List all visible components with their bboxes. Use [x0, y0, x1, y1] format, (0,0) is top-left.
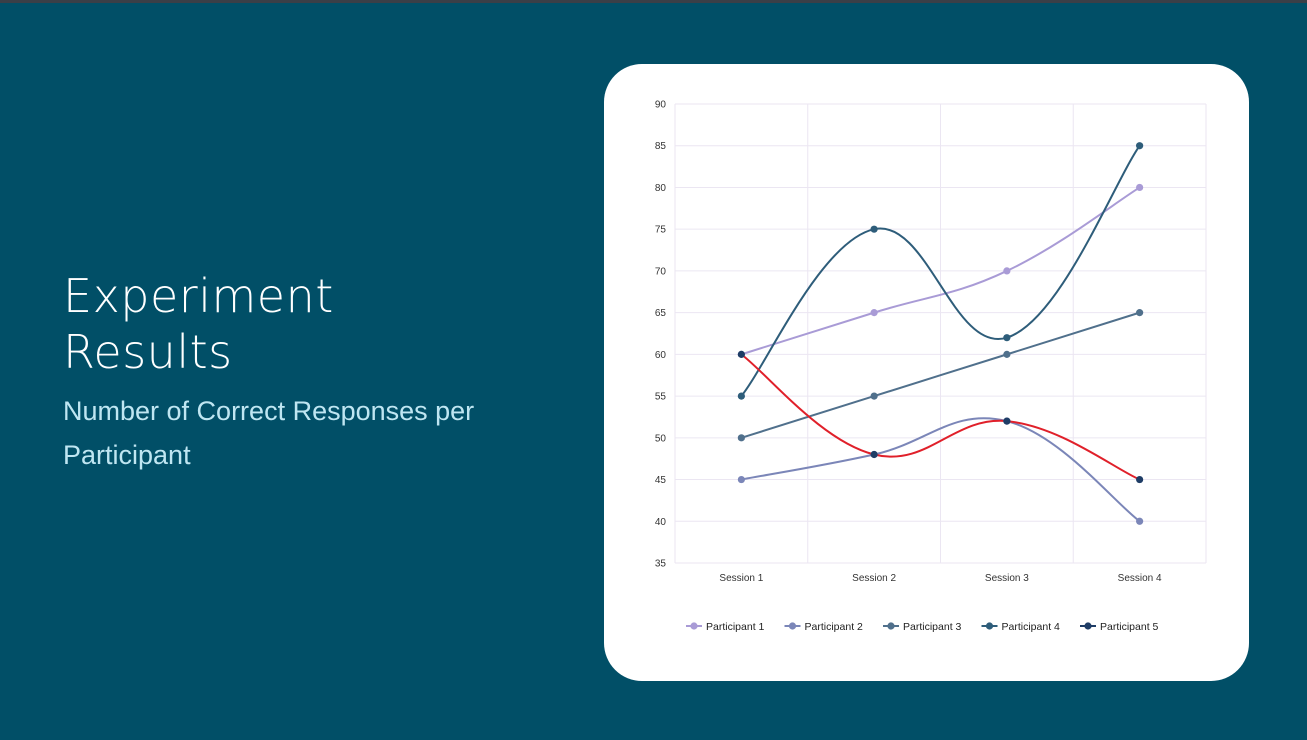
- data-point: [1003, 417, 1011, 425]
- data-point: [737, 392, 745, 400]
- data-point: [1003, 334, 1011, 342]
- series-2: [741, 417, 1141, 523]
- series-3: [741, 311, 1140, 439]
- legend-label: Participant 2: [805, 621, 864, 633]
- y-tick-label: 45: [655, 475, 667, 486]
- y-tick-label: 75: [655, 225, 667, 236]
- data-point: [1136, 183, 1144, 192]
- x-tick-label: Session 4: [1118, 573, 1162, 584]
- series-5: [740, 353, 1141, 481]
- data-point: [870, 450, 878, 459]
- legend-label: Participant 5: [1100, 621, 1159, 633]
- x-tick-label: Session 1: [719, 573, 763, 584]
- chart-card: 35 40 45 50 55 60 65 70 75 80 85 90 Session 1 Session…: [604, 64, 1249, 681]
- y-tick-label: 90: [655, 100, 667, 111]
- y-tick-label: 35: [655, 559, 667, 570]
- series-line: [741, 311, 1140, 439]
- data-point: [1003, 267, 1011, 275]
- y-tick-label: 65: [655, 308, 667, 319]
- y-tick-label: 55: [655, 392, 667, 403]
- legend-swatch-dot: [690, 622, 698, 630]
- line-chart: 35 40 45 50 55 60 65 70 75 80 85 90 Session 1 Session…: [655, 100, 1207, 633]
- legend-label: Participant 3: [903, 621, 962, 633]
- y-tick-label: 40: [655, 517, 667, 528]
- data-point: [1136, 475, 1144, 484]
- legend-label: Participant 1: [706, 621, 765, 633]
- data-point: [870, 309, 878, 317]
- legend-swatch-dot: [985, 622, 994, 630]
- data-point: [870, 392, 878, 400]
- data-point: [1136, 142, 1144, 150]
- legend-swatch-dot: [1084, 622, 1092, 630]
- series-line: [741, 417, 1141, 523]
- y-tick-label: 80: [655, 183, 667, 194]
- slide-title: Experiment Results: [63, 269, 334, 379]
- legend-swatch-dot: [887, 622, 895, 630]
- series-line: [740, 145, 1141, 397]
- y-tick-label: 85: [655, 141, 667, 152]
- data-point: [1003, 350, 1011, 358]
- legend-label: Participant 4: [1002, 621, 1061, 633]
- data-point: [737, 475, 745, 484]
- series-line: [740, 353, 1141, 481]
- grid: [674, 103, 1207, 564]
- data-point: [870, 225, 878, 233]
- data-point: [1136, 309, 1144, 317]
- slide-subtitle: Number of Correct Responses per Particip…: [63, 396, 475, 470]
- x-tick-label: Session 3: [985, 573, 1029, 584]
- series-4: [740, 145, 1141, 397]
- window-top-bar: [0, 0, 1307, 3]
- x-tick-label: Session 2: [852, 573, 896, 584]
- y-tick-label: 60: [655, 350, 667, 361]
- legend-swatch-dot: [788, 622, 797, 630]
- y-tick-label: 70: [655, 266, 667, 277]
- data-point: [737, 350, 745, 358]
- data-point: [1136, 517, 1144, 525]
- y-tick-label: 50: [655, 433, 667, 444]
- data-point: [737, 434, 745, 442]
